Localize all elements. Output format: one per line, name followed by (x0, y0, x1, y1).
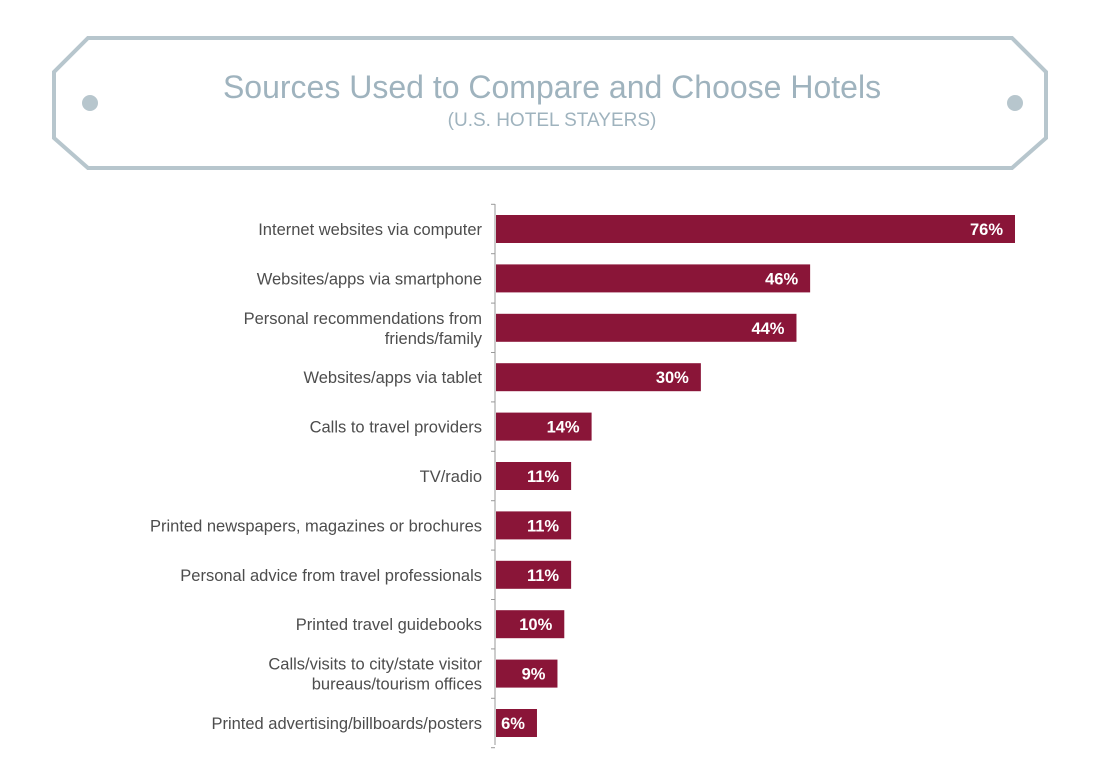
bar (496, 215, 1015, 243)
chart-title: Sources Used to Compare and Choose Hotel… (223, 69, 881, 105)
value-label: 10% (519, 616, 552, 634)
value-label: 11% (527, 468, 559, 486)
category-label-line: TV/radio (420, 468, 482, 486)
bar (496, 412, 592, 441)
category-label-line: Printed travel guidebooks (296, 616, 482, 634)
category-label: Printed travel guidebooks (296, 616, 482, 634)
category-label-line: Personal advice from travel professional… (180, 567, 482, 585)
category-label-line: Printed advertising/billboards/posters (211, 715, 482, 733)
category-label: Personal advice from travel professional… (180, 567, 482, 585)
bar (496, 610, 565, 639)
category-label: TV/radio (420, 468, 482, 486)
category-label: Calls to travel providers (310, 419, 482, 437)
bar (496, 313, 797, 342)
category-label-line: Internet websites via computer (258, 221, 482, 239)
category-label-line: Calls/visits to city/state visitor (268, 656, 482, 674)
value-labels: 76% 46% 44% 30% 14% 11% 11% 11% 10% 9% 6% (501, 221, 1003, 733)
value-label: 9% (522, 666, 546, 684)
title-banner: Sources Used to Compare and Choose Hotel… (52, 36, 1048, 170)
category-label-line: friends/family (385, 330, 483, 348)
bar-chart: Internet websites via computer Websites/a… (150, 203, 1015, 749)
value-label: 44% (751, 320, 784, 338)
category-label: Websites/apps via tablet (303, 369, 482, 387)
category-label: Internet websites via computer (258, 221, 482, 239)
bar (496, 511, 572, 540)
bar (496, 709, 537, 737)
bar (496, 560, 572, 589)
chart-subtitle: (U.S. HOTEL STAYERS) (448, 110, 657, 131)
banner-rivet-right (1007, 95, 1023, 111)
category-label: Printed advertising/billboards/posters (211, 715, 482, 733)
bar (496, 363, 701, 392)
bars-group (496, 215, 1015, 737)
value-label: 11% (527, 567, 559, 585)
category-labels: Internet websites via computer Websites/a… (150, 221, 483, 733)
bar (496, 264, 811, 293)
category-label-line: Calls to travel providers (310, 419, 482, 437)
value-label: 6% (501, 715, 525, 733)
category-label: Calls/visits to city/state visitor bureau… (268, 656, 482, 694)
bar (496, 659, 558, 688)
value-label: 14% (547, 419, 580, 437)
category-label: Printed newspapers, magazines or brochur… (150, 517, 482, 535)
y-axis-ticks (491, 203, 495, 749)
category-label: Personal recommendations from friends/fam… (244, 310, 483, 348)
category-label-line: Websites/apps via smartphone (257, 270, 482, 288)
category-label-line: Websites/apps via tablet (303, 369, 482, 387)
category-label-line: Printed newspapers, magazines or brochur… (150, 517, 482, 535)
category-label-line: Personal recommendations from (244, 310, 482, 328)
banner-frame (52, 36, 1048, 170)
bar (496, 462, 572, 490)
value-label: 11% (527, 517, 559, 535)
category-label-line: bureaus/tourism offices (312, 676, 482, 694)
value-label: 30% (656, 369, 689, 387)
value-label: 46% (765, 270, 798, 288)
banner-rivet-left (82, 95, 98, 111)
value-label: 76% (970, 221, 1003, 239)
category-label: Websites/apps via smartphone (257, 270, 482, 288)
